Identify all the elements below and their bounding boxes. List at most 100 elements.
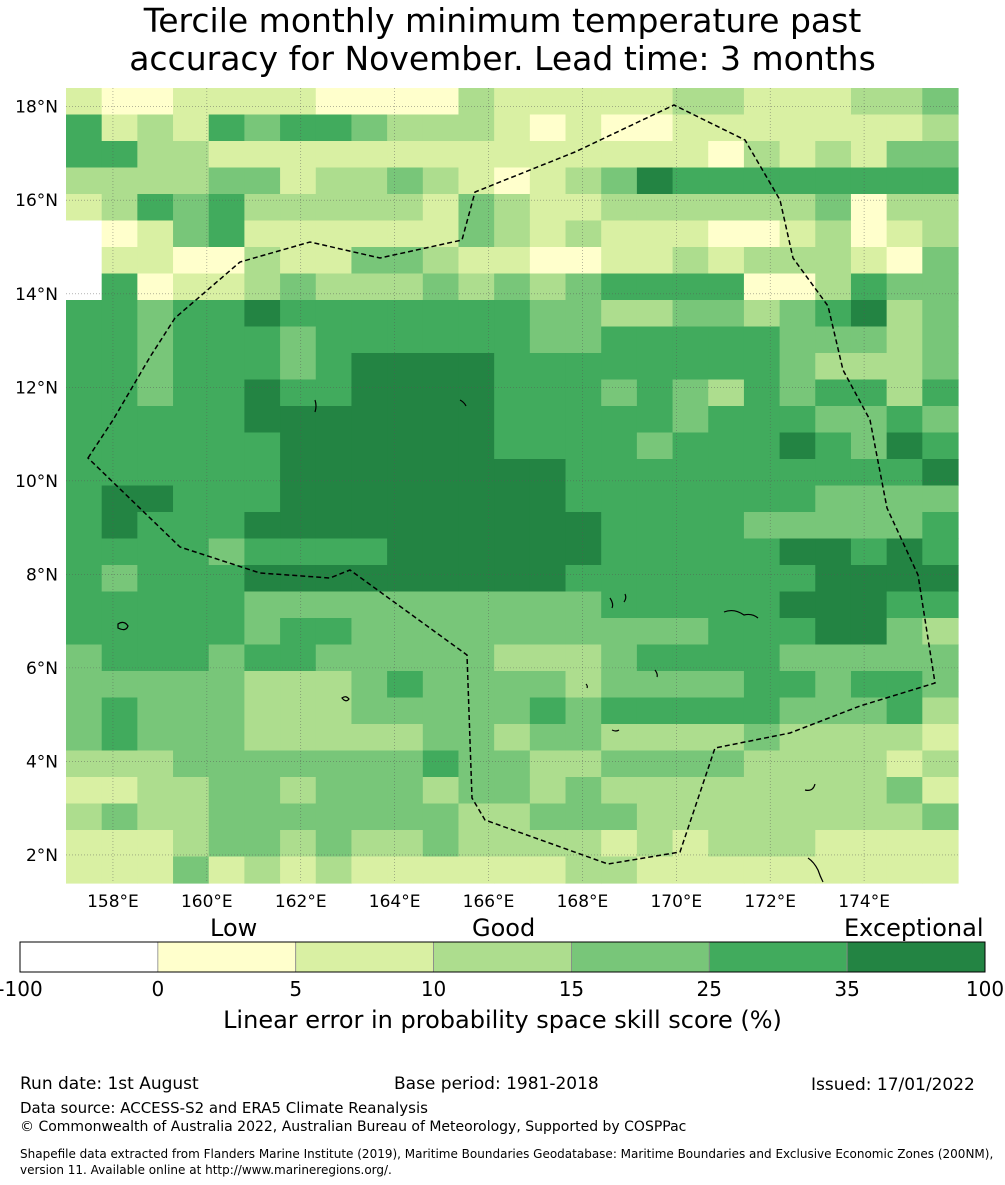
grid-cell [387,565,423,592]
grid-cell [244,671,280,698]
grid-cell [351,751,387,778]
grid-cell [458,724,494,751]
grid-cell [780,539,816,566]
grid-cell [780,141,816,168]
grid-cell [173,433,209,460]
grid-cell [530,751,566,778]
grid-cell [209,459,245,486]
grid-cell [458,618,494,645]
grid-cell [744,274,780,301]
grid-cell [922,327,958,354]
grid-cell [887,300,923,327]
grid-cell [351,671,387,698]
grid-cell [316,88,352,115]
grid-cell [530,830,566,857]
grid-cell [815,777,851,804]
grid-cell [887,804,923,831]
grid-cell [708,88,744,115]
grid-cell [280,168,316,195]
grid-cell [637,486,673,513]
grid-cell [244,592,280,619]
grid-cell [851,274,887,301]
grid-cell [566,830,602,857]
grid-cell [887,327,923,354]
grid-cell [494,645,530,672]
grid-cell [351,327,387,354]
grid-cell [102,433,138,460]
grid-cell [209,327,245,354]
grid-cell [209,751,245,778]
grid-cell [351,539,387,566]
grid-cell [673,671,709,698]
grid-cell [601,565,637,592]
grid-cell [458,300,494,327]
grid-cell [494,380,530,407]
grid-cell [423,88,459,115]
grid-cell [280,486,316,513]
grid-cell [66,565,102,592]
grid-cell [280,512,316,539]
grid-cell [815,486,851,513]
grid-cell [887,830,923,857]
grid-cell [673,486,709,513]
grid-cell [922,857,958,884]
grid-cell [851,459,887,486]
grid-cell [601,247,637,274]
grid-cell [173,777,209,804]
grid-cell [66,115,102,142]
grid-cell [566,168,602,195]
grid-cell [280,645,316,672]
grid-cell [423,565,459,592]
longitude-tick-label: 158°E [87,892,139,912]
grid-cell [458,486,494,513]
grid-cell [137,804,173,831]
grid-cell [637,804,673,831]
grid-cell [351,433,387,460]
grid-cell [744,698,780,725]
grid-cell [280,141,316,168]
grid-cell [458,141,494,168]
grid-cell [887,115,923,142]
grid-cell [637,539,673,566]
grid-cell [851,804,887,831]
grid-cell [423,724,459,751]
grid-cell [780,300,816,327]
grid-cell [566,247,602,274]
grid-cell [102,141,138,168]
grid-cell [922,115,958,142]
grid-cell [851,194,887,221]
grid-cell [673,539,709,566]
grid-cell [708,777,744,804]
grid-cell [423,830,459,857]
grid-cell [922,380,958,407]
grid-cell [815,724,851,751]
grid-cell [387,777,423,804]
grid-cell [173,618,209,645]
grid-cell [423,671,459,698]
colorbar-segment [296,942,434,972]
grid-cell [316,512,352,539]
grid-cell [566,751,602,778]
grid-cell [637,565,673,592]
grid-cell [673,830,709,857]
colorbar-tick-label: 15 [559,977,584,1001]
grid-cell [244,698,280,725]
grid-cell [102,751,138,778]
grid-cell [423,433,459,460]
colorbar-segment [20,942,158,972]
grid-cell [137,141,173,168]
grid-cell [66,300,102,327]
latitude-tick-label: 18°N [15,98,58,118]
grid-cell [744,804,780,831]
grid-cell [566,353,602,380]
grid-cell [637,724,673,751]
grid-cell [137,433,173,460]
grid-cell [423,751,459,778]
grid-cell [494,168,530,195]
grid-cell [244,168,280,195]
grid-cell [173,88,209,115]
grid-cell [744,300,780,327]
grid-cell [673,804,709,831]
grid-cell [780,433,816,460]
grid-cell [708,512,744,539]
